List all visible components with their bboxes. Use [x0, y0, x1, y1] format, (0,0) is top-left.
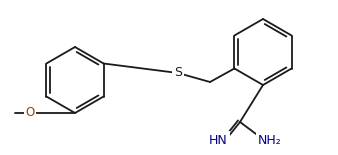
Text: S: S: [174, 66, 182, 80]
Text: HN: HN: [209, 133, 227, 146]
Text: NH₂: NH₂: [258, 133, 282, 146]
Text: O: O: [25, 106, 34, 120]
